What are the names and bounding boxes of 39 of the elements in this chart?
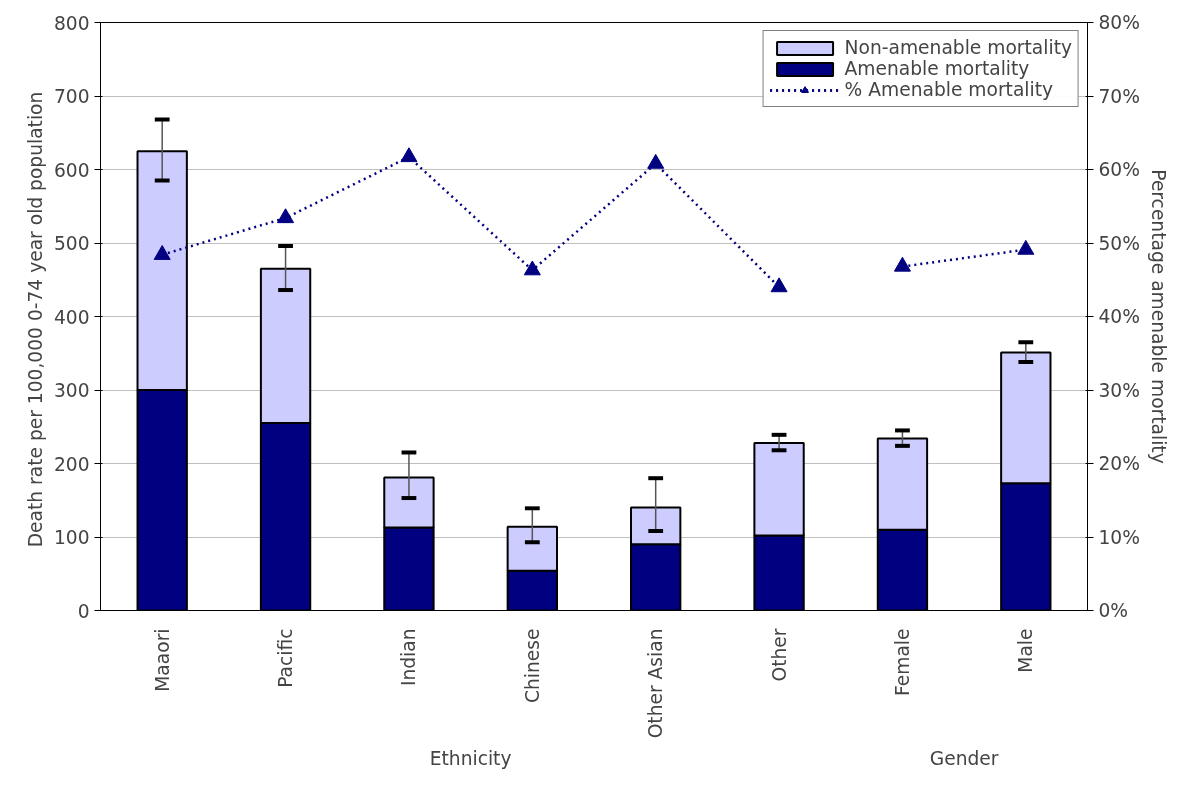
point: [277, 208, 295, 224]
legend-label: Amenable mortality: [844, 58, 1030, 79]
x-tick-label: Other Asian: [645, 628, 667, 739]
x-tick-label: Maaori: [151, 628, 173, 692]
text: Gender: [929, 747, 999, 769]
y-tick-label: 200: [53, 453, 90, 475]
y2-tick-label: 70%: [1098, 85, 1140, 107]
point: [770, 277, 788, 293]
point: [400, 147, 418, 163]
x-tick-label: Indian: [398, 628, 420, 687]
y2-tick-label: 80%: [1098, 12, 1140, 33]
y-axis-title: Death rate per 100,000 0-74 year old population: [24, 91, 46, 548]
point: [523, 260, 541, 276]
text: Ethnicity: [429, 747, 512, 769]
y2-tick-label: 0%: [1098, 600, 1129, 621]
y2-tick-label: 30%: [1098, 379, 1140, 401]
y-tick-label: 400: [53, 306, 90, 328]
y-tick-label: 600: [53, 159, 90, 181]
y-tick-label: 0: [77, 600, 90, 622]
y2-tick-label: 50%: [1098, 232, 1140, 254]
x-tick-label: Male: [1015, 628, 1037, 673]
legend-label: Non-amenable mortality: [844, 37, 1072, 58]
y-tick-label: 700: [53, 86, 90, 107]
x-tick-label: Other: [768, 628, 790, 682]
y2-tick-label: 20%: [1098, 453, 1140, 474]
point: [647, 153, 665, 169]
x-tick-label: Pacific: [275, 628, 297, 688]
y2-tick-label: 40%: [1098, 306, 1140, 327]
x-tick-label: Female: [891, 628, 913, 696]
legend-label: % Amenable mortality: [844, 79, 1054, 100]
y2-tick-label: 10%: [1098, 526, 1140, 548]
y2-tick-label: 60%: [1098, 159, 1140, 180]
y-tick-label: 500: [53, 233, 90, 254]
y-tick-label: 100: [53, 527, 90, 548]
y-tick-label: 800: [53, 12, 90, 34]
y2-axis-title: Percentage amenable mortality: [1147, 169, 1169, 464]
point: [153, 245, 171, 260]
y-tick-label: 300: [53, 380, 90, 401]
x-tick-label: Chinese: [521, 628, 543, 704]
